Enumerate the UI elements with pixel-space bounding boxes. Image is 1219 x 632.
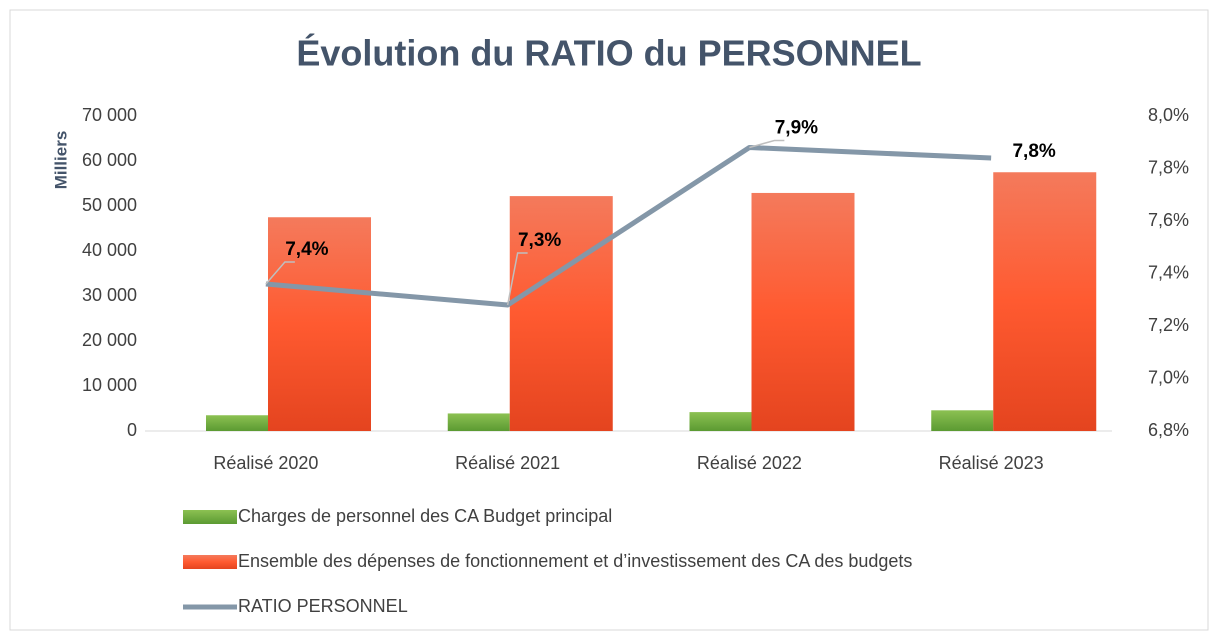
y-tick-label: 40 000 xyxy=(82,240,137,260)
y2-tick-label: 7,4% xyxy=(1148,262,1189,282)
y2-tick-label: 7,8% xyxy=(1148,157,1189,177)
leader-line xyxy=(265,261,295,285)
bar xyxy=(268,217,371,431)
y-tick-label: 20 000 xyxy=(82,330,137,350)
bar xyxy=(206,415,268,431)
data-label: 7,3% xyxy=(518,230,561,251)
bar xyxy=(509,196,613,431)
y2-tick-label: 8,0% xyxy=(1148,105,1189,125)
y-tick-label: 70 000 xyxy=(82,105,137,125)
chart-title: Évolution du RATIO du PERSONNEL xyxy=(296,33,921,74)
x-tick-label: Réalisé 2022 xyxy=(697,453,802,473)
leader-line xyxy=(506,252,528,306)
y-axis-label: Milliers xyxy=(51,131,70,190)
y-tick-label: 0 xyxy=(127,420,137,440)
bar xyxy=(447,413,510,431)
data-label: 7,9% xyxy=(775,118,818,139)
bar xyxy=(689,412,752,431)
y-tick-label: 50 000 xyxy=(82,195,137,215)
legend-label: RATIO PERSONNEL xyxy=(238,596,408,616)
y-tick-label: 10 000 xyxy=(82,375,137,395)
x-tick-label: Réalisé 2020 xyxy=(213,453,318,473)
line xyxy=(265,145,992,308)
x-tick-label: Réalisé 2023 xyxy=(939,453,1044,473)
bar xyxy=(993,172,1097,431)
y-tick-label: 30 000 xyxy=(82,285,137,305)
y2-tick-label: 7,2% xyxy=(1148,315,1189,335)
bar xyxy=(931,410,994,431)
y-tick-label: 60 000 xyxy=(82,150,137,170)
y2-tick-label: 7,6% xyxy=(1148,210,1189,230)
leader-line xyxy=(749,139,785,149)
legend-swatch xyxy=(183,555,237,569)
bar xyxy=(751,192,855,431)
legend-swatch xyxy=(183,510,237,524)
data-label: 7,4% xyxy=(285,239,328,260)
y2-tick-label: 7,0% xyxy=(1148,367,1189,387)
legend-label: Ensemble des dépenses de fonctionnement … xyxy=(238,551,912,571)
y2-tick-label: 6,8% xyxy=(1148,420,1189,440)
x-tick-label: Réalisé 2021 xyxy=(455,453,560,473)
data-label: 7,8% xyxy=(1012,141,1055,162)
legend-label: Charges de personnel des CA Budget princ… xyxy=(238,506,612,526)
